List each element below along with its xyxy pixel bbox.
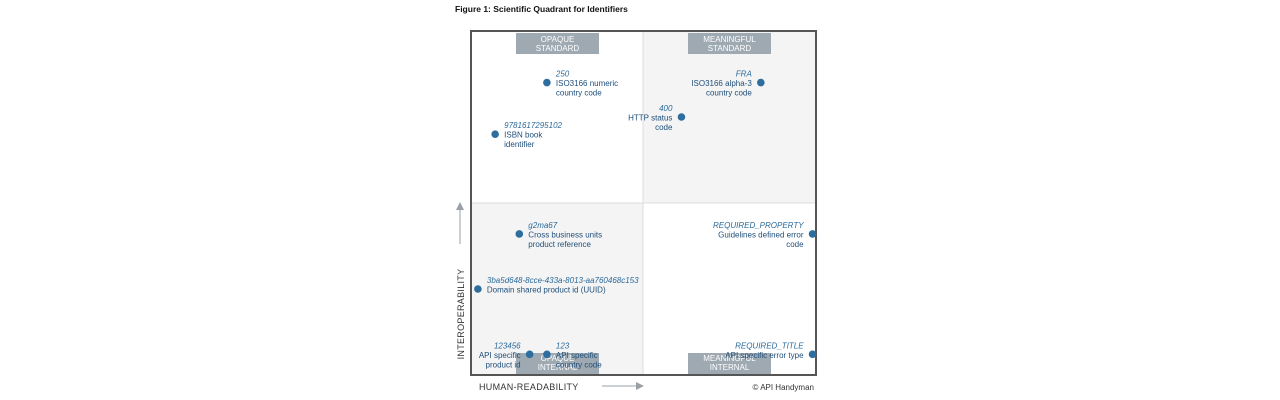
badge-opaque-internal-line1: OPAQUE [541,354,575,363]
point-desc-label: identifier [504,140,535,149]
point-value-label: 123456 [494,341,521,350]
point-desc-label: API specific error type [725,351,804,360]
point-value-label: 250 [555,70,570,79]
point-desc-label: API specific [556,351,598,360]
badge-meaningful-internal [688,353,771,374]
point-desc-label: country code [706,89,752,98]
point-desc-label: ISBN book [504,131,543,140]
badge-meaningful-standard [688,33,771,54]
point-desc-label: ISO3166 numeric [556,79,618,88]
point-value-label: 123 [556,341,570,350]
badge-opaque-standard-line2: STANDARD [536,44,580,53]
data-point-0 [543,78,551,87]
data-point-8 [543,350,551,359]
x-axis-label: HUMAN-READABILITY [479,382,579,392]
data-point-6 [474,285,482,293]
point-value-label: 9781617295102 [504,121,562,130]
data-point-5 [808,230,817,238]
badge-opaque-internal-line2: INTERNAL [538,363,578,372]
data-point-9 [808,350,817,359]
badge-meaningful-internal-line2: INTERNAL [710,363,750,372]
data-point-4 [515,230,524,238]
point-desc-label: API specific [479,351,521,360]
badge-opaque-standard [516,33,599,54]
y-axis-label: INTEROPERABILITY [456,269,466,360]
point-value-label: REQUIRED_TITLE [735,341,804,350]
data-point-2 [677,113,686,121]
point-desc-label: HTTP status [628,114,672,123]
badge-meaningful-standard-line1: MEANINGFUL [703,35,756,44]
point-desc-label: code [655,123,673,132]
point-value-label: REQUIRED_PROPERTY [713,221,804,230]
quadrant-top-right-bg [643,31,816,203]
point-desc-label: product id [486,360,521,369]
point-value-label: 3ba5d648-8cce-433a-8013-aa760468c153 [487,276,639,285]
badge-opaque-internal [516,353,599,374]
copyright-text: © API Handyman [753,383,814,392]
point-desc-label: code [786,240,804,249]
x-axis-arrow-head [636,382,644,390]
point-desc-label: product reference [528,240,591,249]
data-point-7 [525,350,534,359]
point-desc-label: Cross business units [528,230,602,239]
chart-border [470,30,817,376]
data-point-1 [757,78,765,87]
badge-meaningful-standard-line2: STANDARD [708,44,752,53]
point-value-label: FRA [736,70,752,79]
figure-title: Figure 1: Scientific Quadrant for Identi… [455,4,628,14]
badge-opaque-standard-line1: OPAQUE [541,35,575,44]
badge-meaningful-internal-line1: MEANINGFUL [703,354,756,363]
data-point-3 [491,130,499,138]
point-desc-label: Guidelines defined error [718,230,804,239]
point-desc-label: ISO3166 alpha-3 [691,79,752,88]
point-desc-label: country code [556,89,602,98]
quadrant-bottom-left-bg [471,203,643,375]
point-value-label: 400 [659,104,673,113]
point-desc-label: Domain shared product id (UUID) [487,286,606,295]
point-desc-label: country code [556,360,602,369]
y-axis-arrow-head [456,202,464,210]
point-value-label: g2ma67 [528,221,557,230]
